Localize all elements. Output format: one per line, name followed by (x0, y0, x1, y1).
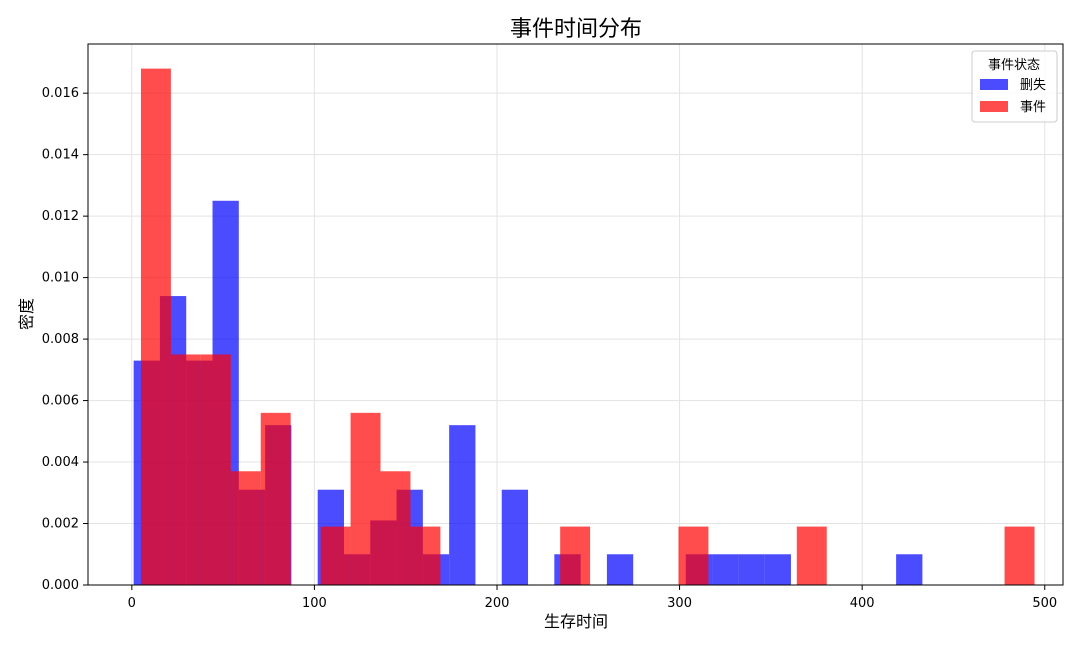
bar-event-2 (200, 354, 231, 585)
legend-label-censored: 删失 (1020, 78, 1046, 93)
legend-swatch-event (980, 101, 1008, 112)
bar-censored-14 (606, 554, 634, 585)
bar-event-7 (380, 471, 411, 585)
y-tick-label-3: 0.006 (42, 394, 79, 409)
bar-censored-12 (501, 489, 529, 585)
plot-area-frame (87, 43, 1064, 586)
legend-title: 事件状态 (988, 58, 1040, 73)
x-tick-label-4: 400 (850, 596, 875, 611)
legend: 事件状态 删失 事件 (971, 50, 1058, 123)
bar-censored-17 (738, 554, 765, 585)
y-tick-label-6: 0.012 (42, 209, 79, 224)
bar-censored-19 (896, 554, 923, 585)
bar-event-12 (1004, 526, 1035, 585)
x-tick-label-1: 100 (302, 596, 327, 611)
chart-title: 事件时间分布 (510, 17, 642, 42)
bar-event-3 (230, 471, 261, 585)
legend-swatch-censored (980, 79, 1008, 90)
bar-event-6 (350, 412, 381, 585)
grid-lines (88, 44, 1063, 586)
bar-event-11 (796, 526, 827, 585)
bar-event-5 (320, 526, 351, 585)
bar-event-4 (260, 412, 291, 585)
histogram-bars (133, 68, 1035, 586)
legend-label-event: 事件 (1020, 100, 1046, 115)
y-tick-label-5: 0.010 (42, 271, 79, 286)
y-tick-label-2: 0.004 (42, 455, 79, 470)
y-tick-label-4: 0.008 (42, 332, 79, 347)
x-axis-ticks: 0 100 200 300 400 500 (128, 585, 1057, 611)
x-tick-label-5: 500 (1032, 596, 1057, 611)
bar-censored-11 (449, 425, 476, 585)
bar-event-9 (560, 526, 591, 585)
x-tick-label-0: 0 (128, 596, 136, 611)
bar-event-8 (410, 526, 441, 585)
y-axis-ticks: 0.000 0.002 0.004 0.006 0.008 0.010 0.012 0.014… (42, 86, 88, 593)
bar-event-0 (140, 68, 171, 585)
x-axis-label: 生存时间 (544, 612, 608, 631)
bar-censored-18 (764, 554, 791, 585)
bar-event-10 (678, 526, 709, 585)
x-tick-label-3: 300 (667, 596, 692, 611)
y-tick-label-7: 0.014 (42, 148, 79, 163)
y-tick-label-1: 0.002 (42, 517, 79, 532)
y-axis-label: 密度 (17, 298, 36, 330)
y-tick-label-8: 0.016 (42, 86, 79, 101)
y-tick-label-0: 0.000 (42, 578, 79, 593)
x-tick-label-2: 200 (485, 596, 510, 611)
bar-event-1 (170, 354, 201, 585)
bar-censored-16 (712, 554, 739, 585)
